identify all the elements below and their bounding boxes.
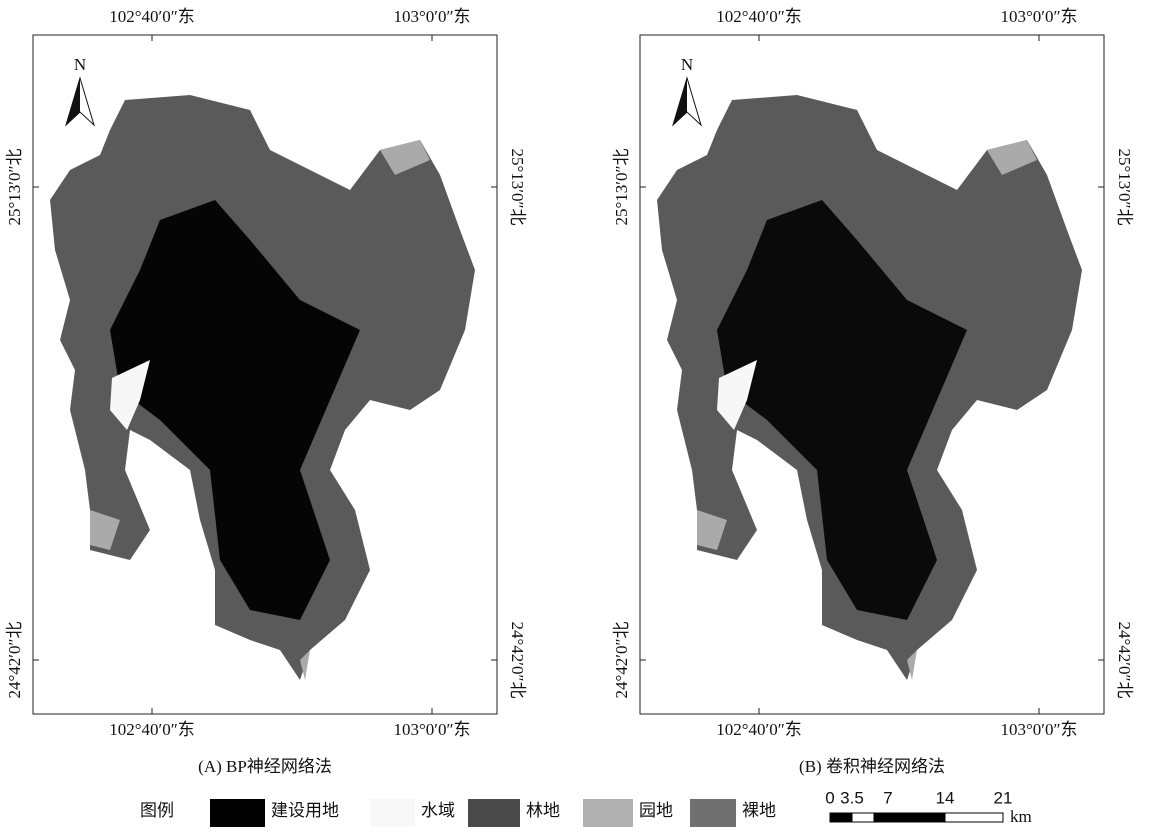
legend-label: 裸地 [742, 801, 776, 820]
bottom-coord-label: 102°40′0″东 [109, 720, 195, 739]
scale-label: 0 [825, 788, 834, 807]
scale-unit: km [1010, 807, 1032, 826]
scale-label: 14 [936, 788, 955, 807]
scale-label: 21 [994, 788, 1013, 807]
panel-caption: (B) 卷积神经网络法 [799, 757, 945, 776]
map-panel: N 102°40′0″东 102°40′0″东 103°0′0″东 103°0′0″东 2… [612, 7, 1134, 776]
legend-swatch [468, 799, 520, 827]
map-panel: N 102°40′0″东 102°40′0″东 103°0′0″东 103°0′0″东 2… [5, 7, 527, 776]
legend-title: 图例 [140, 801, 174, 820]
scale-segment [945, 813, 1003, 822]
right-coord-label: 24°42′0″北 [1115, 621, 1134, 698]
left-coord-label: 25°13′0″北 [5, 148, 24, 225]
scale-segment [852, 813, 874, 822]
legend-label: 水域 [421, 801, 455, 820]
legend-swatch [583, 799, 633, 827]
left-coord-label: 24°42′0″北 [612, 621, 631, 698]
top-coord-label: 102°40′0″东 [716, 7, 802, 26]
legend-swatch [370, 799, 415, 827]
top-coord-label: 103°0′0″东 [1000, 7, 1077, 26]
legend-label: 园地 [639, 801, 673, 820]
right-coord-label: 25°13′0″北 [508, 148, 527, 225]
north-label: N [74, 55, 86, 74]
legend-label: 建设用地 [271, 801, 339, 820]
north-label: N [681, 55, 693, 74]
top-coord-label: 102°40′0″东 [109, 7, 195, 26]
right-coord-label: 24°42′0″北 [508, 621, 527, 698]
bottom-coord-label: 103°0′0″东 [1000, 720, 1077, 739]
legend-label: 林地 [526, 801, 560, 820]
scale-segment [830, 813, 852, 822]
top-coord-label: 103°0′0″东 [393, 7, 470, 26]
bottom-coord-label: 102°40′0″东 [716, 720, 802, 739]
scale-label: 7 [883, 788, 892, 807]
scale-segment [874, 813, 888, 822]
left-coord-label: 24°42′0″北 [5, 621, 24, 698]
scale-label: 3.5 [840, 788, 864, 807]
right-coord-label: 25°13′0″北 [1115, 148, 1134, 225]
bottom-coord-label: 103°0′0″东 [393, 720, 470, 739]
left-coord-label: 25°13′0″北 [612, 148, 631, 225]
legend-swatch [690, 799, 736, 827]
panel-caption: (A) BP神经网络法 [198, 757, 332, 776]
scale-segment [888, 813, 945, 822]
legend-swatch [210, 799, 265, 827]
figure: N 102°40′0″东 102°40′0″东 103°0′0″东 103°0′0″东 2… [0, 0, 1150, 830]
